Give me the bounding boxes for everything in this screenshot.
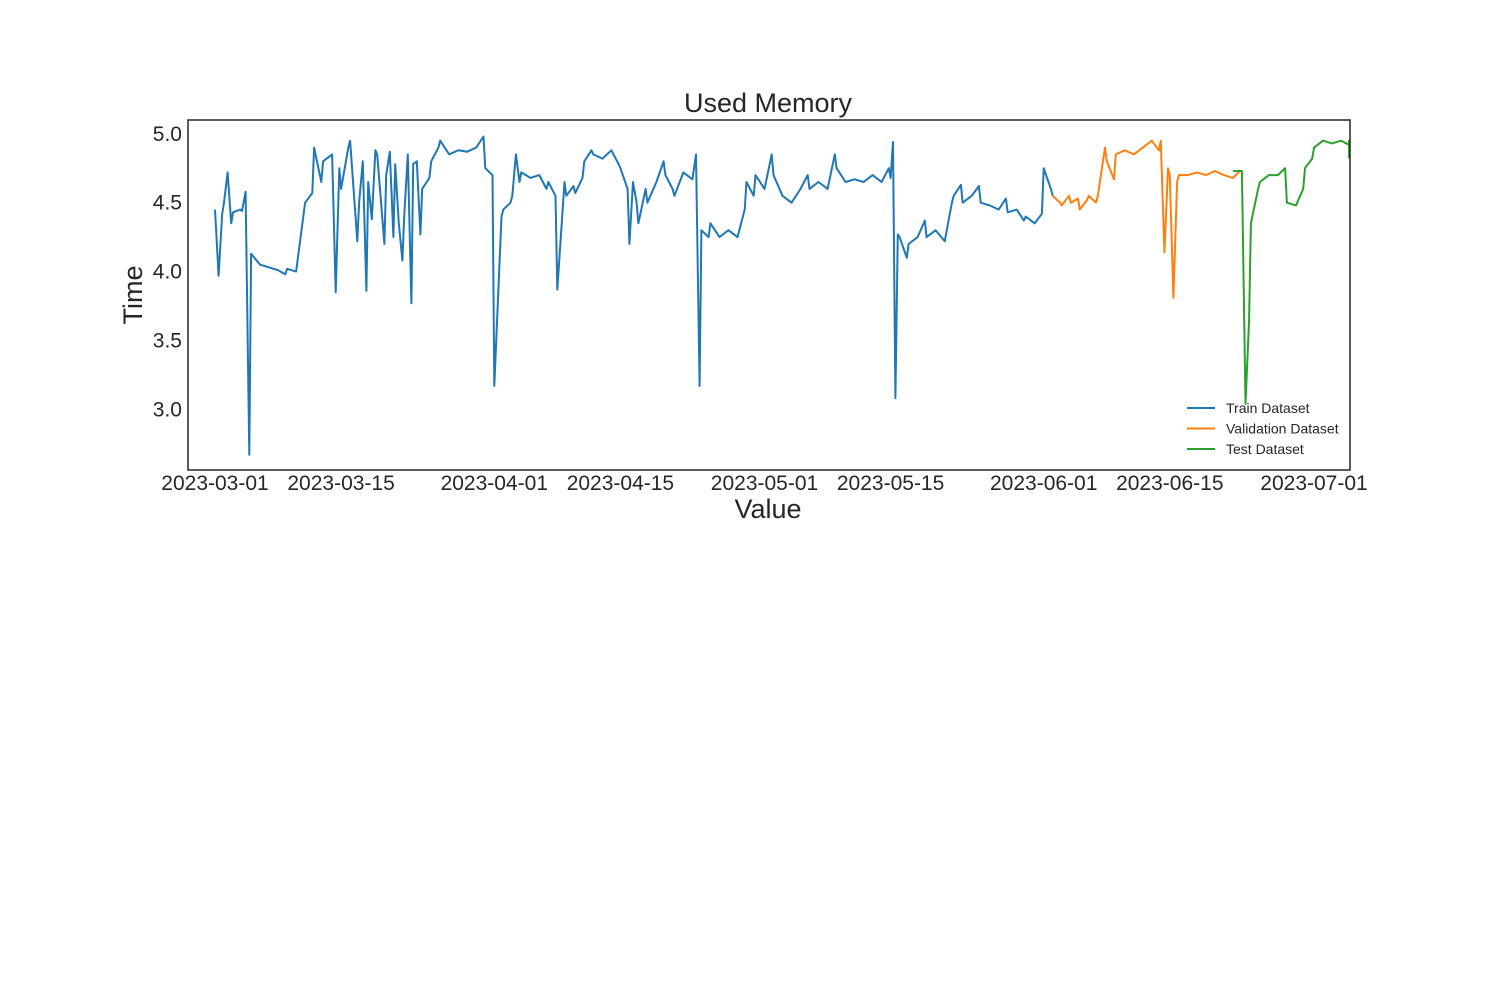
x-tick-label: 2023-06-15 (1116, 472, 1223, 495)
x-axis-ticks: 2023-03-01 2023-03-15 2023-04-01 2023-04-15… (161, 472, 1367, 495)
x-axis-title: Value (734, 494, 801, 524)
series-line-2 (1052, 139, 1241, 299)
x-tick-label: 2023-05-15 (837, 472, 944, 495)
y-tick-label: 3.5 (153, 330, 182, 353)
y-axis-title: Time (118, 266, 148, 325)
x-tick-label: 2023-03-01 (161, 472, 268, 495)
legend: Train Dataset Validation Dataset Test Data… (1187, 400, 1339, 457)
x-tick-label: 2023-05-01 (711, 472, 818, 495)
chart-title: Used Memory (684, 88, 853, 118)
legend-label-2: Validation Dataset (1226, 421, 1339, 437)
x-tick-label: 2023-07-01 (1260, 472, 1367, 495)
x-tick-label: 2023-04-01 (441, 472, 548, 495)
y-tick-label: 4.0 (153, 261, 182, 284)
y-tick-label: 5.0 (153, 123, 182, 146)
legend-label-3: Test Dataset (1226, 441, 1304, 457)
x-tick-label: 2023-06-01 (990, 472, 1097, 495)
legend-label-1: Train Dataset (1226, 400, 1310, 416)
series-line-1 (214, 135, 1054, 456)
series-line-3 (1232, 139, 1350, 405)
plot-frame (187, 119, 1351, 471)
y-axis-ticks: 3.0 3.5 4.0 4.5 5.0 (153, 123, 182, 422)
series-layer (214, 135, 1350, 456)
x-tick-label: 2023-04-15 (567, 472, 674, 495)
y-tick-label: 4.5 (153, 192, 182, 215)
x-tick-label: 2023-03-15 (287, 472, 394, 495)
y-tick-label: 3.0 (153, 398, 182, 421)
